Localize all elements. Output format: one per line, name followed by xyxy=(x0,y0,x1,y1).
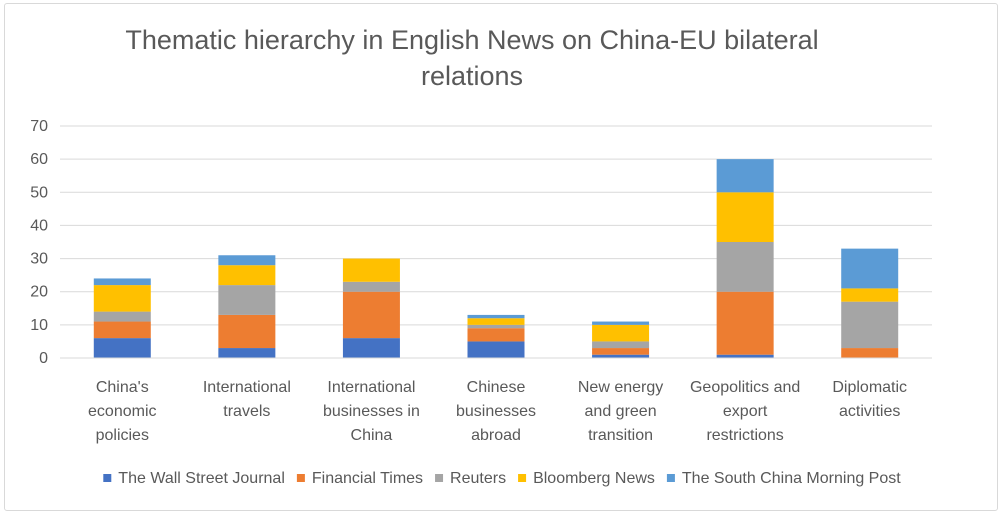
legend-label-2: Financial Times xyxy=(312,470,423,487)
y-tick-label-30: 30 xyxy=(30,251,48,268)
y-tick-label-0: 0 xyxy=(39,350,48,367)
bar-segment-7-series-5 xyxy=(841,248,899,289)
bar-segment-2-series-1 xyxy=(218,348,276,358)
chart-title-line-2: relations xyxy=(420,61,524,91)
bar-segment-1-series-2 xyxy=(93,321,151,339)
bar-segment-2-series-5 xyxy=(218,255,276,266)
legend-label-4: Bloomberg News xyxy=(533,470,655,487)
x-category-label-1-line-3: policies xyxy=(96,427,149,444)
bar-segment-5-series-3 xyxy=(592,341,650,349)
bar-segment-6-series-4 xyxy=(716,192,774,242)
chart-title: Thematic hierarchy in English News on Ch… xyxy=(0,22,944,94)
legend-swatch-2 xyxy=(296,474,305,482)
bar-segment-6-series-5 xyxy=(716,159,774,193)
legend-label-5: The South China Morning Post xyxy=(682,470,901,487)
bar-segment-2-series-2 xyxy=(218,314,276,349)
bar-segment-2-series-4 xyxy=(218,265,276,286)
y-tick-label-40: 40 xyxy=(30,217,48,234)
bar-segment-4-series-1 xyxy=(467,341,525,358)
bar-segment-2-series-3 xyxy=(218,285,276,315)
x-category-label-4-line-1: Chinese xyxy=(467,379,526,396)
bar-segment-4-series-5 xyxy=(467,314,525,319)
legend-label-3: Reuters xyxy=(450,470,506,487)
x-category-label-6-line-1: Geopolitics and xyxy=(690,379,800,396)
bar-segment-7-series-2 xyxy=(841,348,899,358)
bar-segment-6-series-3 xyxy=(716,242,774,292)
y-tick-label-10: 10 xyxy=(30,317,48,334)
x-category-label-3-line-1: International xyxy=(327,379,415,396)
x-category-label-2-line-2: travels xyxy=(223,403,270,420)
x-category-label-2-line-1: International xyxy=(203,379,291,396)
y-tick-label-70: 70 xyxy=(30,118,48,135)
bar-segment-5-series-2 xyxy=(592,348,650,355)
x-category-label-6-line-3: restrictions xyxy=(706,427,783,444)
bar-segment-3-series-4 xyxy=(342,258,400,282)
chart-title-line-1: Thematic hierarchy in English News on Ch… xyxy=(125,25,819,55)
bar-segment-7-series-3 xyxy=(841,301,899,349)
bar-segment-7-series-4 xyxy=(841,288,899,302)
x-category-label-3-line-2: businesses in xyxy=(323,403,420,420)
x-category-label-1-line-1: China's xyxy=(96,379,149,396)
bar-segment-1-series-5 xyxy=(93,278,151,286)
bar-segment-4-series-3 xyxy=(467,324,525,329)
legend-label-1: The Wall Street Journal xyxy=(118,470,285,487)
x-category-label-7-line-1: Diplomatic xyxy=(832,379,907,396)
legend-swatch-1 xyxy=(103,474,112,482)
bar-segment-5-series-1 xyxy=(592,354,650,358)
x-category-label-4-line-3: abroad xyxy=(471,427,521,444)
bar-segment-1-series-1 xyxy=(93,338,151,358)
y-tick-label-20: 20 xyxy=(30,284,48,301)
y-tick-label-50: 50 xyxy=(30,184,48,201)
y-tick-label-60: 60 xyxy=(30,151,48,168)
chart-frame xyxy=(4,3,998,511)
legend-swatch-4 xyxy=(518,474,527,482)
bar-segment-5-series-4 xyxy=(592,324,650,342)
bar-segment-5-series-5 xyxy=(592,321,650,325)
x-category-label-3-line-3: China xyxy=(351,427,393,444)
x-category-label-4-line-2: businesses xyxy=(456,403,536,420)
bar-segment-3-series-2 xyxy=(342,291,400,339)
legend-swatch-3 xyxy=(435,474,444,482)
bar-segment-3-series-3 xyxy=(342,281,400,292)
x-category-label-5-line-2: and green xyxy=(585,403,657,420)
bar-segment-3-series-1 xyxy=(342,338,400,358)
legend-swatch-5 xyxy=(666,474,675,482)
x-category-label-5-line-3: transition xyxy=(588,427,653,444)
x-category-label-1-line-2: economic xyxy=(88,403,156,420)
bar-segment-4-series-4 xyxy=(467,318,525,325)
bar-segment-4-series-2 xyxy=(467,328,525,342)
x-category-label-5-line-1: New energy xyxy=(578,379,663,396)
bar-segment-6-series-2 xyxy=(716,291,774,355)
x-category-label-7-line-2: activities xyxy=(839,403,900,420)
bar-segment-1-series-4 xyxy=(93,285,151,312)
bar-segment-1-series-3 xyxy=(93,311,151,322)
bar-segment-6-series-1 xyxy=(716,354,774,358)
x-category-label-6-line-2: export xyxy=(723,403,768,420)
